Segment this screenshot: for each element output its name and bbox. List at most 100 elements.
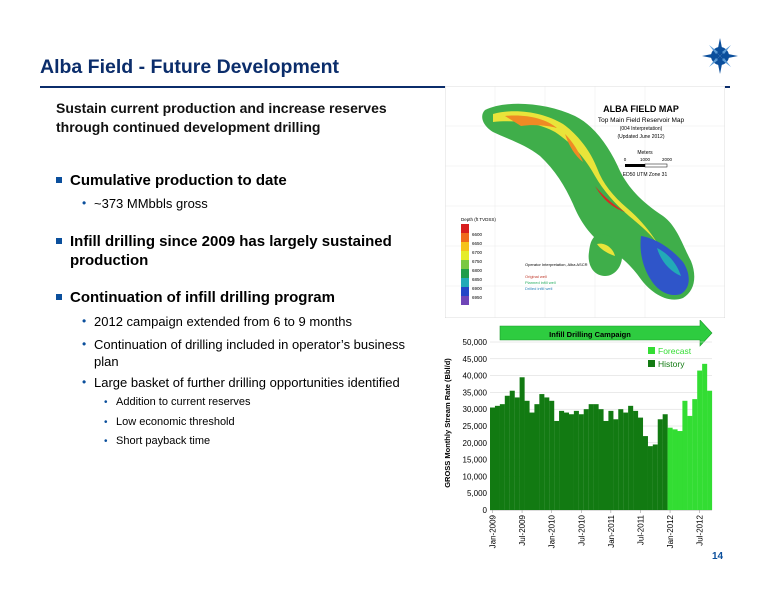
dot-bullet-icon: • bbox=[82, 337, 87, 351]
y-tick-label: 20,000 bbox=[463, 439, 488, 448]
production-bar bbox=[549, 400, 555, 510]
production-bar bbox=[588, 404, 594, 510]
sub-bullet-text: Continuation of drilling included in ope… bbox=[94, 337, 405, 369]
depth-swatch bbox=[461, 278, 469, 287]
y-tick-label: 50,000 bbox=[463, 338, 488, 347]
depth-swatch bbox=[461, 296, 469, 305]
sub-bullet-mmbbls: • ~373 MMbbls gross bbox=[82, 195, 422, 212]
x-tick-label: Jan-2012 bbox=[666, 514, 675, 548]
production-bar bbox=[494, 405, 500, 510]
production-bar bbox=[564, 412, 570, 510]
sub-sub-bullet-text: Low economic threshold bbox=[116, 416, 235, 428]
dot-bullet-icon: • bbox=[104, 417, 108, 428]
production-bar bbox=[642, 436, 648, 510]
dot-bullet-icon: • bbox=[104, 436, 108, 447]
legend-swatch-history bbox=[648, 360, 655, 367]
y-tick-label: 35,000 bbox=[463, 388, 488, 397]
production-bar bbox=[490, 407, 496, 510]
depth-value-label: 6900 bbox=[472, 286, 483, 291]
alba-field-map: ALBA FIELD MAP Top Main Field Reservoir … bbox=[445, 86, 725, 318]
sub-bullet-campaign: • 2012 campaign extended from 6 to 9 mon… bbox=[82, 313, 422, 330]
production-bar bbox=[514, 397, 520, 510]
sub-bullet-business-plan: • Continuation of drilling included in o… bbox=[82, 336, 422, 370]
production-bar bbox=[677, 431, 683, 510]
depth-value-label: 6700 bbox=[472, 250, 483, 255]
production-bar bbox=[559, 410, 565, 510]
x-tick-label: Jul-2010 bbox=[577, 514, 586, 545]
x-tick-label: Jul-2012 bbox=[696, 514, 705, 545]
production-bar bbox=[539, 394, 545, 510]
map-legend-line-1: Planned infill well bbox=[525, 280, 556, 285]
compass-logo-icon bbox=[702, 38, 738, 74]
sub-bullet-opportunities: • Large basket of further drilling oppor… bbox=[82, 374, 422, 391]
production-bar bbox=[613, 419, 619, 510]
infill-drilling-label: Infill Drilling Campaign bbox=[549, 330, 631, 339]
sub-bullet-text: Large basket of further drilling opportu… bbox=[94, 375, 400, 390]
production-bar bbox=[697, 370, 703, 510]
sub-sub-bullet-text: Short payback time bbox=[116, 435, 211, 447]
dot-bullet-icon: • bbox=[82, 375, 87, 389]
production-bar bbox=[682, 400, 688, 510]
map-scale-tick-2: 2000 bbox=[662, 157, 673, 162]
square-bullet-icon bbox=[56, 177, 62, 183]
production-bar bbox=[573, 410, 579, 510]
sub-bullet-text: 2012 campaign extended from 6 to 9 month… bbox=[94, 314, 352, 329]
slide-title: Alba Field - Future Development bbox=[40, 56, 340, 78]
x-tick-label: Jan-2009 bbox=[488, 514, 497, 548]
production-bar bbox=[529, 412, 535, 510]
map-title: ALBA FIELD MAP bbox=[603, 104, 679, 114]
production-bar bbox=[687, 415, 693, 510]
depth-value-label: 6800 bbox=[472, 268, 483, 273]
bullet-cumulative: Cumulative production to date bbox=[56, 171, 426, 190]
production-bar bbox=[608, 410, 614, 510]
bullet-continuation: Continuation of infill drilling program bbox=[56, 288, 426, 307]
map-scale-unit: Meters bbox=[637, 150, 653, 156]
chart-y-ticks: 0 5,000 10,000 15,000 20,000 25,000 30,000 35,0… bbox=[463, 338, 488, 515]
production-bar bbox=[618, 409, 624, 510]
x-tick-label: Jan-2010 bbox=[548, 514, 557, 548]
sub-bullet-text: ~373 MMbbls gross bbox=[94, 196, 208, 211]
map-scale-bar bbox=[625, 164, 645, 167]
production-chart: Infill Drilling Campaign GROSS Monthly S… bbox=[443, 320, 713, 548]
production-bar bbox=[702, 363, 708, 510]
depth-legend: 6600 6650 6700 6750 6800 6850 6900 6950 bbox=[461, 224, 483, 305]
production-bar bbox=[544, 397, 550, 510]
production-bar bbox=[647, 446, 653, 510]
production-bar bbox=[524, 400, 530, 510]
map-scale-tick-1: 1000 bbox=[640, 157, 651, 162]
map-subtitle: Top Main Field Reservoir Map bbox=[598, 117, 685, 124]
bullet-infill-sustained: Infill drilling since 2009 has largely s… bbox=[56, 232, 426, 270]
y-tick-label: 5,000 bbox=[467, 489, 488, 498]
sub-sub-bullet-reserves: • Addition to current reserves bbox=[104, 395, 424, 410]
depth-swatch bbox=[461, 287, 469, 296]
depth-swatch bbox=[461, 251, 469, 260]
production-bar bbox=[707, 390, 713, 510]
production-bar bbox=[593, 404, 599, 510]
dot-bullet-icon: • bbox=[82, 196, 87, 210]
production-bar bbox=[578, 414, 584, 510]
chart-x-ticks: Jan-2009 Jul-2009 Jan-2010 Jul-2010 Jan-2011… bbox=[488, 510, 705, 548]
infill-drilling-arrow bbox=[499, 320, 713, 347]
y-tick-label: 40,000 bbox=[463, 372, 488, 381]
legend-label-forecast: Forecast bbox=[658, 346, 692, 356]
production-bar bbox=[598, 409, 604, 510]
production-bar bbox=[672, 429, 678, 510]
depth-swatch bbox=[461, 224, 469, 233]
page-number: 14 bbox=[712, 551, 724, 562]
depth-value-label: 6750 bbox=[472, 259, 483, 264]
depth-value-label: 6850 bbox=[472, 277, 483, 282]
production-bar bbox=[657, 419, 663, 510]
y-tick-label: 30,000 bbox=[463, 405, 488, 414]
sub-sub-bullet-threshold: • Low economic threshold bbox=[104, 415, 424, 430]
depth-value-label: 6950 bbox=[472, 295, 483, 300]
production-bar bbox=[499, 404, 505, 510]
legend-swatch-forecast bbox=[648, 347, 655, 354]
production-bar bbox=[692, 399, 698, 510]
production-bar bbox=[662, 414, 668, 510]
map-datum: ED50 UTM Zone 31 bbox=[623, 172, 668, 178]
depth-swatch bbox=[461, 242, 469, 251]
dot-bullet-icon: • bbox=[82, 314, 87, 328]
map-coastline-note: Operator Interpretation, Alba ASCR bbox=[525, 262, 588, 267]
production-bar bbox=[504, 395, 510, 510]
map-updated: (Updated June 2012) bbox=[618, 134, 665, 140]
